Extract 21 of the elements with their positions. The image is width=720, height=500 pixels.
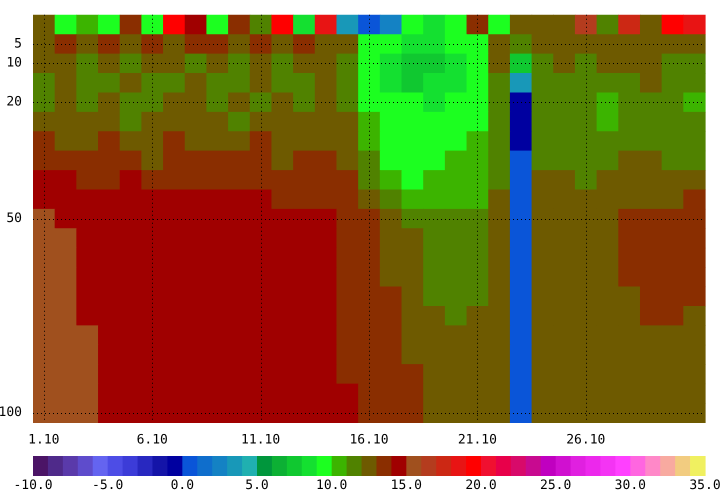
color-bar-label: 30.0 bbox=[614, 478, 646, 493]
x-tick-label: 21.10 bbox=[458, 432, 497, 448]
color-bar-label: 20.0 bbox=[465, 478, 497, 493]
color-bar-label: 15.0 bbox=[390, 478, 422, 493]
color-bar-label: 5.0 bbox=[245, 478, 269, 493]
color-bar-label: 25.0 bbox=[540, 478, 572, 493]
color-bar-label: -10.0 bbox=[13, 478, 53, 493]
y-tick-label: 5 bbox=[14, 36, 22, 52]
y-tick-label: 20 bbox=[6, 94, 22, 110]
y-tick-label: 100 bbox=[0, 405, 22, 420]
x-tick-label: 6.10 bbox=[136, 432, 168, 448]
x-tick-label: 16.10 bbox=[349, 432, 389, 448]
color-bar-label: -5.0 bbox=[92, 478, 124, 493]
y-tick-label: 50 bbox=[6, 210, 22, 226]
x-tick-label: 1.10 bbox=[28, 432, 60, 448]
x-tick-label: 26.10 bbox=[566, 432, 606, 448]
color-bar-label: 10.0 bbox=[316, 478, 348, 493]
y-tick-label: 10 bbox=[6, 56, 22, 71]
color-bar-label: 35.0 bbox=[689, 478, 720, 493]
x-tick-label: 11.10 bbox=[241, 432, 280, 448]
color-bar-label: 0.0 bbox=[170, 478, 194, 493]
